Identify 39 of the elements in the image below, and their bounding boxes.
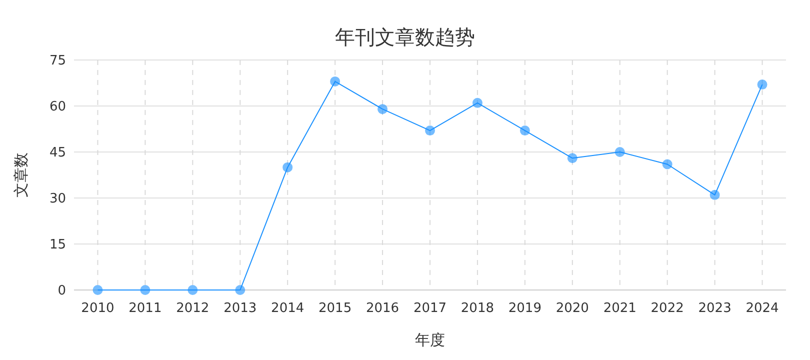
x-tick-label: 2015 [318, 301, 352, 316]
x-tick-label: 2023 [698, 301, 732, 316]
x-tick-label: 2024 [746, 301, 779, 316]
y-tick-label: 15 [49, 238, 66, 252]
y-tick-label: 0 [58, 284, 66, 298]
point [567, 153, 578, 164]
x-axis-title: 年度 [415, 331, 445, 349]
point [520, 126, 530, 136]
x-tick-label: 2022 [650, 301, 684, 316]
y-tick-label: 75 [49, 54, 66, 68]
point [757, 80, 768, 90]
x-tick-label: 2011 [128, 301, 162, 316]
point [425, 126, 435, 136]
x-tick-label: 2016 [366, 301, 400, 316]
x-tick-label: 2013 [224, 301, 257, 316]
y-tick-label: 30 [49, 192, 66, 206]
point [140, 285, 150, 295]
point [282, 162, 293, 172]
x-tick-label: 2012 [176, 301, 210, 316]
point [92, 285, 103, 295]
point [378, 104, 388, 114]
x-tick-label: 2020 [556, 301, 589, 316]
point [614, 147, 625, 157]
point [235, 285, 246, 295]
x-tick-label: 2019 [508, 301, 542, 316]
point [662, 159, 672, 170]
y-tick-label: 45 [49, 146, 66, 160]
point [472, 98, 482, 108]
point [330, 76, 340, 86]
x-tick-label: 2014 [271, 301, 304, 316]
x-tick-label: 2010 [81, 301, 114, 316]
chart-title: 年刊文章数趋势 [335, 25, 475, 49]
y-axis-title: 文章数 [12, 152, 30, 198]
x-tick-label: 2017 [413, 301, 447, 316]
point [710, 190, 720, 200]
y-tick-label: 60 [49, 100, 66, 114]
x-tick-label: 2021 [603, 301, 636, 316]
x-tick-label: 2018 [460, 301, 494, 316]
point [188, 285, 198, 295]
